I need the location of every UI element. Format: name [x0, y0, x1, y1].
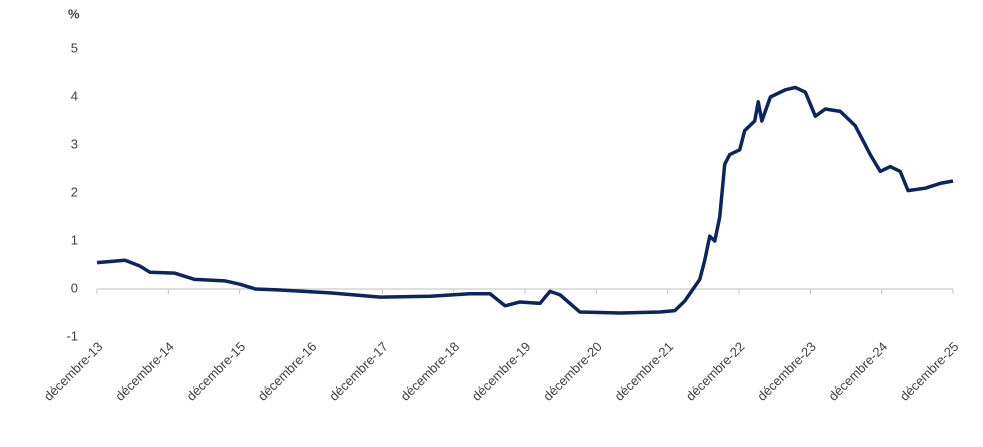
line-series	[96, 85, 954, 315]
y-tick-label: 5	[71, 40, 78, 55]
x-tick-label: décembre-22	[683, 339, 748, 404]
x-tick-label: décembre-21	[611, 339, 676, 404]
x-tick-label: décembre-23	[754, 339, 819, 404]
x-tick-label: décembre-16	[255, 339, 320, 404]
y-tick-label: -1	[66, 328, 78, 343]
y-tick-label: 1	[71, 232, 78, 247]
x-tick-label: décembre-18	[397, 339, 462, 404]
x-tick-label: décembre-19	[469, 339, 534, 404]
x-tick-label: décembre-20	[540, 339, 605, 404]
x-tick-label: décembre-17	[326, 339, 391, 404]
y-axis-label: %	[68, 6, 80, 21]
x-tick-label: décembre-14	[112, 339, 177, 404]
y-tick-label: 0	[71, 280, 78, 295]
x-tick-label: décembre-15	[183, 339, 248, 404]
x-tick-label: décembre-13	[41, 339, 106, 404]
y-tick-label: 2	[71, 184, 78, 199]
y-tick-label: 4	[71, 88, 78, 103]
y-tick-label: 3	[71, 136, 78, 151]
x-tick-label: décembre-24	[825, 339, 890, 404]
x-tick-label: décembre-25	[897, 339, 962, 404]
